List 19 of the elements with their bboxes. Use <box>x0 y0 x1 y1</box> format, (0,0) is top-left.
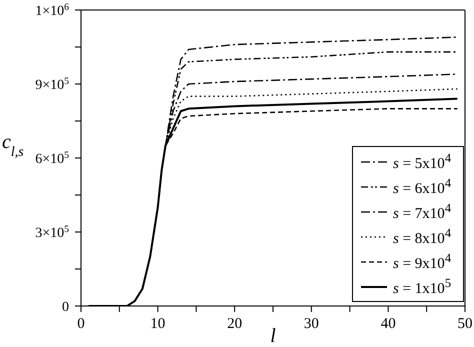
y-tick-label: 3×10$^{5}$ <box>35 224 70 241</box>
legend-label: s = 9x10$^{4}$ <box>393 250 452 272</box>
x-tick-label: 40 <box>380 316 396 332</box>
x-tick-label: 10 <box>150 316 166 332</box>
y-tick-label: 6×10$^{5}$ <box>35 150 70 167</box>
x-tick-label: 20 <box>227 316 242 332</box>
x-tick-label: 30 <box>304 316 319 332</box>
y-tick-label: 1×10$^{6}$ <box>35 2 70 19</box>
y-tick-label: 0 <box>62 300 69 315</box>
y-tick-label: 9×10$^{5}$ <box>35 76 70 93</box>
legend-label: s = 8x10$^{4}$ <box>393 226 452 246</box>
x-axis-title: l <box>270 325 276 347</box>
x-tick-label: 0 <box>77 316 85 332</box>
legend-label: s = 6x10$^{4}$ <box>393 176 452 196</box>
x-tick-label: 50 <box>458 316 472 332</box>
legend-label: s = 5x10$^{4}$ <box>393 150 452 172</box>
legend-label: s = 7x10$^{4}$ <box>393 200 452 222</box>
legend-label: s = 1x10$^{5}$ <box>393 276 452 296</box>
y-axis-title: c$_{l,s}$ <box>2 131 24 160</box>
